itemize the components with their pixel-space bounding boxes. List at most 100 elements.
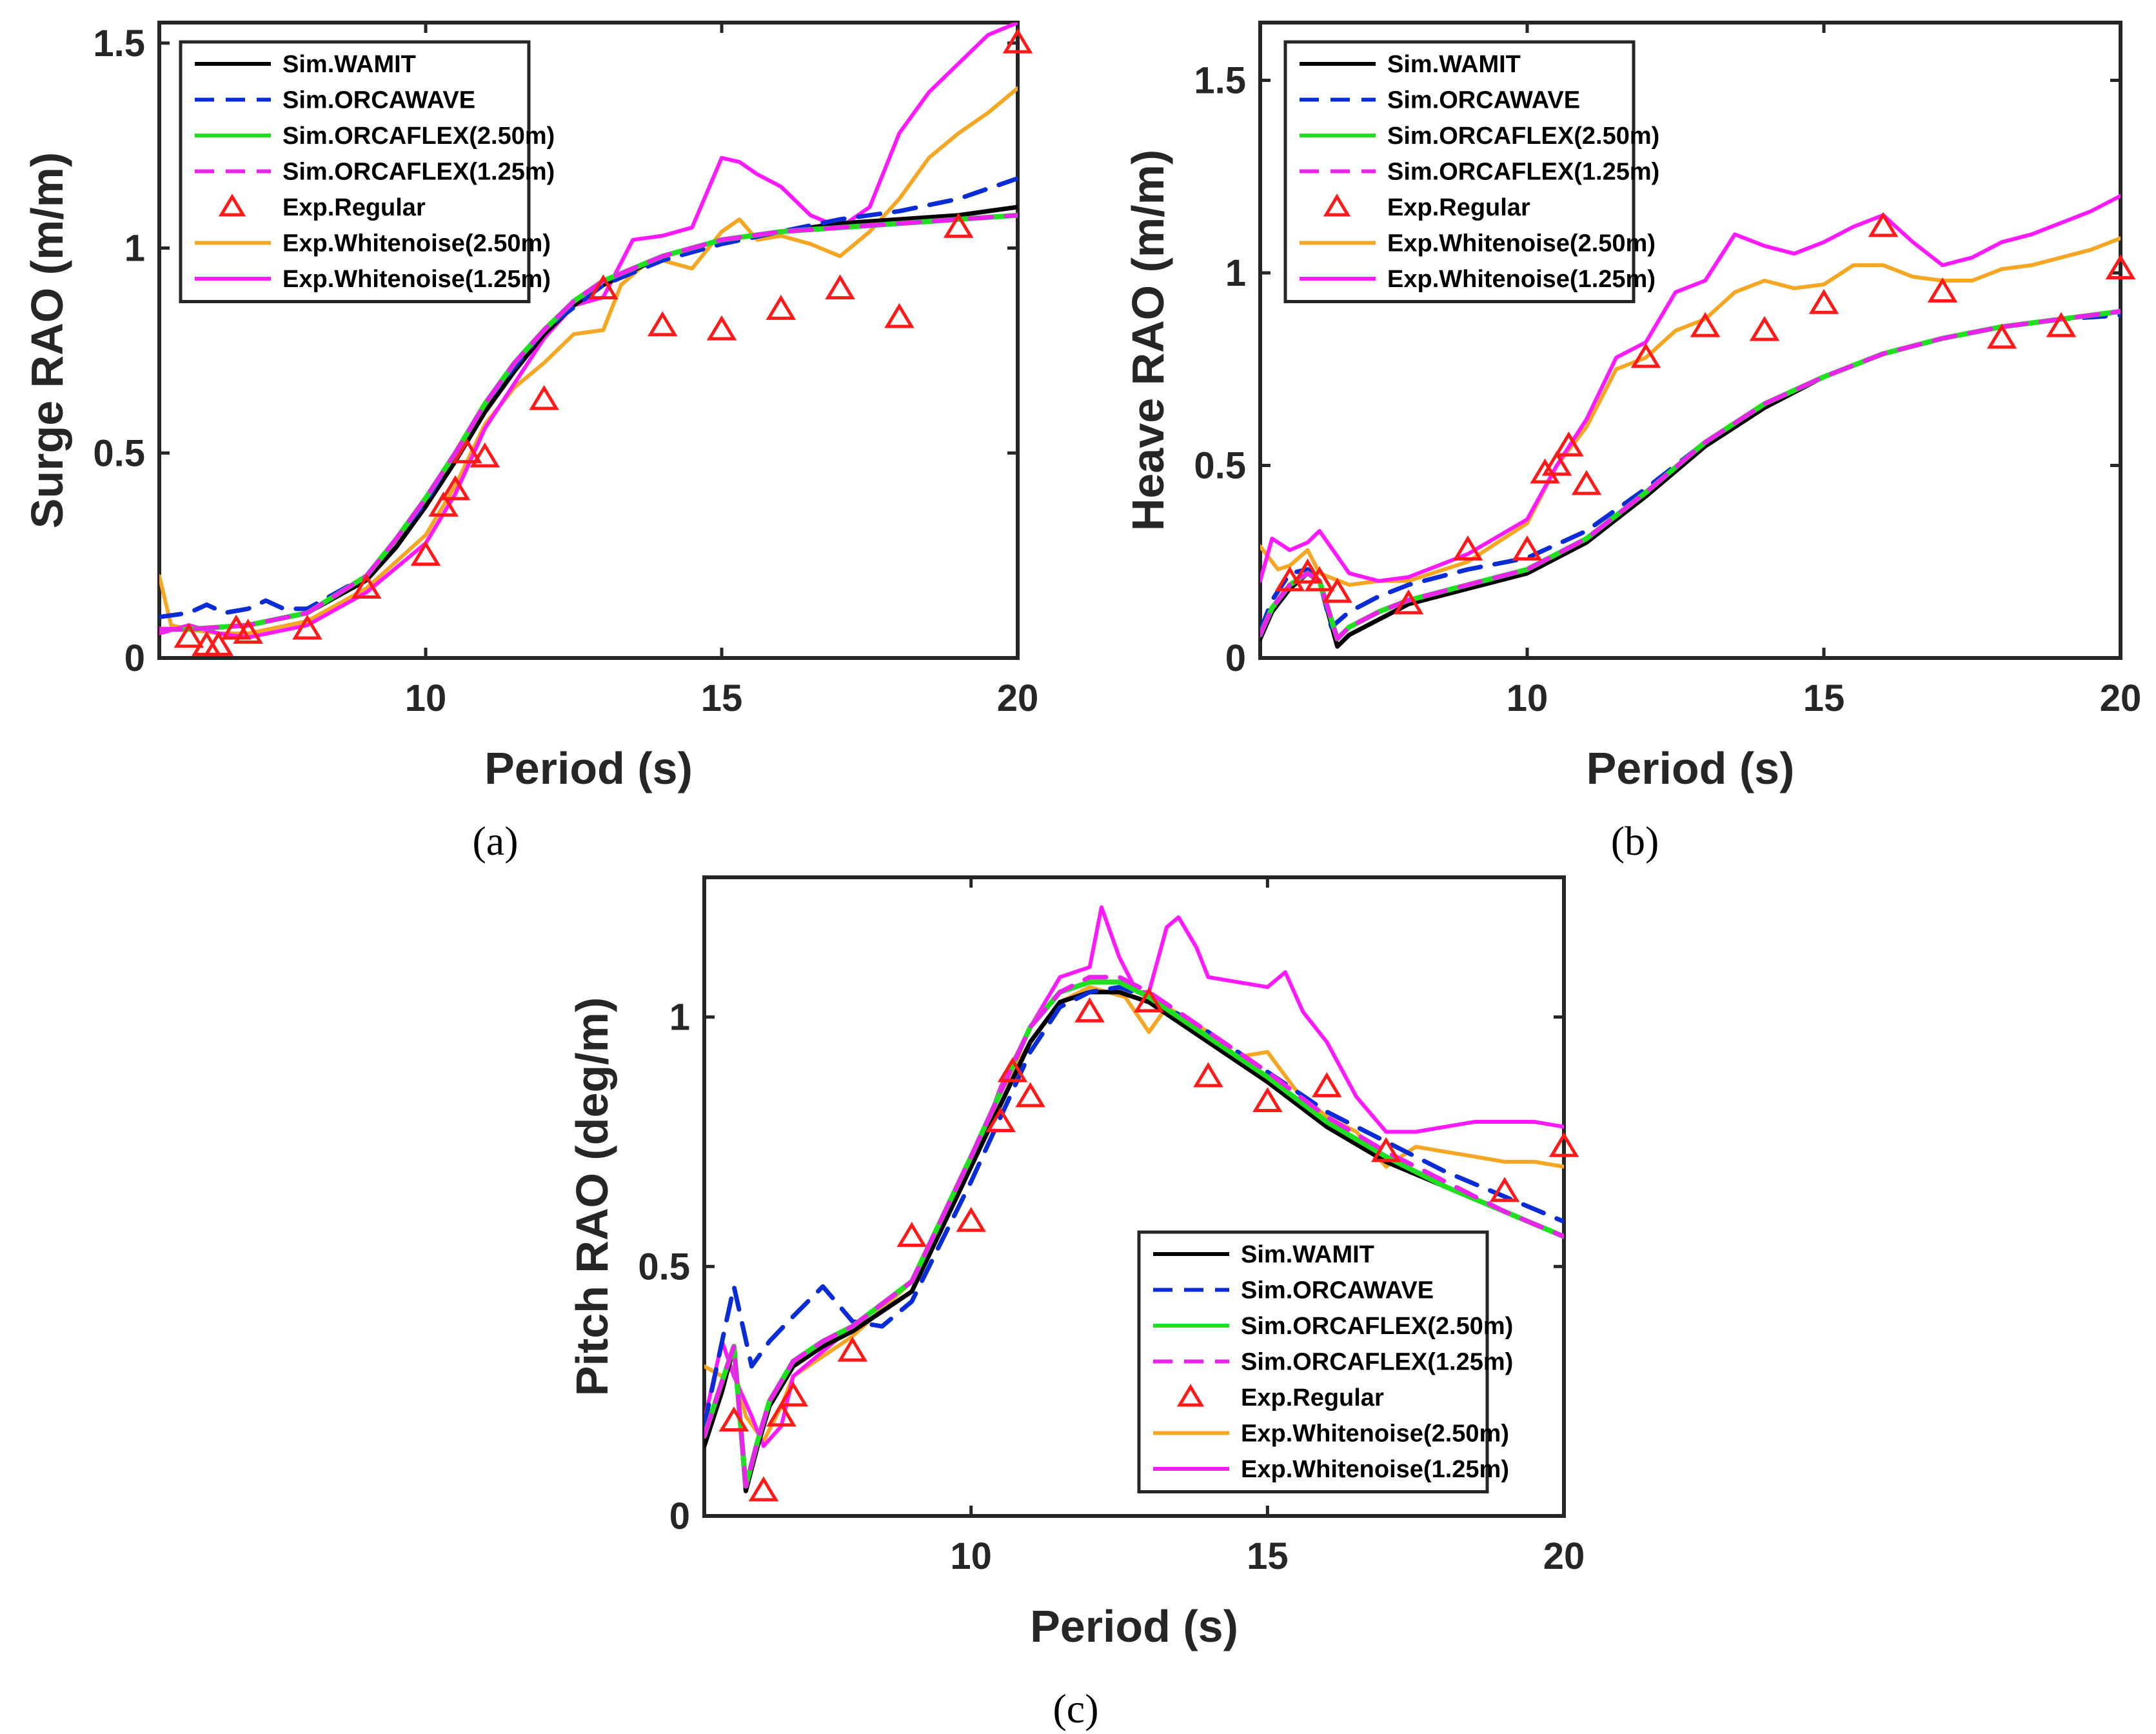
exp-regular-marker bbox=[884, 303, 915, 328]
exp-regular-marker bbox=[1927, 277, 1958, 303]
exp-regular-marker bbox=[1252, 1087, 1283, 1113]
x-tick-label: 15 bbox=[1803, 677, 1845, 719]
legend-marker-exp-regular bbox=[218, 194, 246, 217]
x-axis-label: Period (s) bbox=[1030, 1601, 1238, 1651]
exp-regular-marker bbox=[1304, 566, 1335, 592]
exp-regular-marker bbox=[1986, 323, 2017, 349]
exp-regular-marker bbox=[766, 1401, 796, 1427]
caption-b: (b) bbox=[1611, 818, 1659, 864]
exp-regular-marker bbox=[233, 619, 264, 644]
caption-c: (c) bbox=[1053, 1686, 1098, 1731]
exp-regular-marker bbox=[1548, 1131, 1579, 1157]
exp-regular-marker bbox=[896, 1222, 927, 1247]
series-line-exp-whitenoise-1-25m bbox=[1260, 194, 2121, 583]
y-axis-label: Surge RAO (m/m) bbox=[22, 152, 72, 528]
caption-a: (a) bbox=[472, 818, 518, 864]
series-line-sim-orcaflex-1-25m bbox=[159, 213, 1018, 632]
legend-label-exp-whitenoise-1-25m: Exp.Whitenoise(1.25m) bbox=[282, 266, 551, 293]
legend-label-sim-wamit: Sim.WAMIT bbox=[1387, 51, 1521, 78]
exp-regular-marker bbox=[1749, 315, 1780, 341]
legend-label-exp-whitenoise-1-25m: Exp.Whitenoise(1.25m) bbox=[1387, 266, 1656, 293]
exp-regular-marker bbox=[452, 438, 482, 464]
exp-regular-marker bbox=[1311, 1071, 1342, 1097]
exp-regular-marker bbox=[1015, 1082, 1045, 1108]
y-tick-label: 0 bbox=[124, 637, 145, 679]
exp-regular-marker bbox=[778, 1381, 809, 1407]
exp-regular-marker bbox=[2105, 254, 2136, 280]
legend-label-sim-orcawave: Sim.ORCAWAVE bbox=[1387, 87, 1580, 114]
exp-regular-marker bbox=[1193, 1062, 1223, 1088]
legend-label-exp-whitenoise-2-50m: Exp.Whitenoise(2.50m) bbox=[1241, 1420, 1509, 1448]
legend-label-sim-orcaflex-1-25m: Sim.ORCAFLEX(1.25m) bbox=[282, 159, 555, 186]
y-tick-label: 1 bbox=[1225, 252, 1246, 294]
y-tick-label: 1 bbox=[124, 228, 145, 270]
exp-regular-marker bbox=[943, 212, 974, 238]
y-tick-label: 1.5 bbox=[93, 23, 145, 65]
series-line-sim-orcaflex-1-25m bbox=[1260, 309, 2121, 641]
legend-label-sim-orcaflex-1-25m: Sim.ORCAFLEX(1.25m) bbox=[1241, 1349, 1513, 1376]
series-line-sim-orcaflex-1-25m bbox=[704, 975, 1564, 1489]
exp-regular-marker bbox=[221, 614, 252, 640]
x-tick-label: 15 bbox=[1247, 1535, 1289, 1577]
legend-label-sim-wamit: Sim.WAMIT bbox=[1241, 1241, 1374, 1268]
y-axis-label: Pitch RAO (deg/m) bbox=[567, 997, 617, 1396]
exp-regular-marker bbox=[529, 384, 559, 410]
exp-regular-marker bbox=[825, 274, 855, 300]
x-tick-label: 20 bbox=[997, 677, 1039, 719]
exp-regular-marker bbox=[1571, 470, 1602, 495]
x-tick-label: 20 bbox=[2100, 677, 2142, 719]
legend-label-exp-regular: Exp.Regular bbox=[1387, 194, 1530, 221]
y-tick-label: 1 bbox=[669, 997, 690, 1039]
legend-label-sim-wamit: Sim.WAMIT bbox=[282, 51, 416, 78]
legend-label-exp-whitenoise-1-25m: Exp.Whitenoise(1.25m) bbox=[1241, 1456, 1509, 1483]
exp-regular-marker bbox=[1512, 535, 1543, 561]
panel-b-heave-rao: 10 15 20 0 0.5 1 1.5 Period (s) Heave RAO (m/m) S… bbox=[1123, 21, 2142, 793]
y-tick-label: 0.5 bbox=[93, 432, 145, 474]
legend-label-sim-orcawave: Sim.ORCAWAVE bbox=[282, 87, 475, 114]
legend-label-exp-whitenoise-2-50m: Exp.Whitenoise(2.50m) bbox=[282, 230, 551, 257]
exp-regular-marker bbox=[1322, 577, 1352, 603]
exp-regular-marker bbox=[1530, 458, 1560, 484]
x-axis-label: Period (s) bbox=[484, 743, 693, 793]
legend-label-sim-orcaflex-2-50m: Sim.ORCAFLEX(2.50m) bbox=[1241, 1313, 1513, 1340]
exp-regular-marker bbox=[410, 541, 441, 566]
exp-regular-marker bbox=[292, 614, 322, 640]
x-axis-label: Period (s) bbox=[1587, 743, 1795, 793]
y-tick-label: 1.5 bbox=[1194, 60, 1246, 102]
legend-label-sim-orcaflex-2-50m: Sim.ORCAFLEX(2.50m) bbox=[282, 123, 555, 150]
exp-regular-marker bbox=[1541, 450, 1572, 476]
y-tick-label: 0 bbox=[1225, 637, 1246, 679]
exp-regular-marker bbox=[766, 294, 796, 320]
plot-area-a bbox=[159, 23, 1018, 640]
series-line-exp-whitenoise-2-50m bbox=[1260, 236, 2121, 587]
legend-label-exp-regular: Exp.Regular bbox=[282, 194, 426, 221]
exp-regular-marker bbox=[1690, 312, 1721, 337]
exp-regular-marker bbox=[1292, 558, 1323, 584]
exp-regular-marker bbox=[1134, 987, 1164, 1013]
exp-regular-marker bbox=[985, 1107, 1016, 1132]
exp-regular-marker bbox=[1489, 1177, 1520, 1202]
x-tick-label: 10 bbox=[405, 677, 447, 719]
exp-regular-marker bbox=[1074, 997, 1105, 1022]
exp-regular-marker bbox=[748, 1476, 779, 1502]
exp-regular-marker bbox=[203, 631, 234, 656]
series-line-exp-whitenoise-1-25m bbox=[159, 23, 1018, 640]
exp-regular-marker bbox=[837, 1336, 868, 1362]
y-tick-label: 0.5 bbox=[1194, 445, 1246, 487]
plot-area-b bbox=[1260, 194, 2121, 649]
legend-label-exp-regular: Exp.Regular bbox=[1241, 1384, 1384, 1411]
exp-regular-marker bbox=[706, 315, 737, 341]
exp-regular-marker bbox=[428, 492, 459, 517]
exp-regular-marker bbox=[173, 623, 204, 648]
x-tick-label: 10 bbox=[950, 1535, 992, 1577]
exp-regular-marker bbox=[956, 1206, 987, 1232]
plot-area-c bbox=[704, 905, 1564, 1493]
exp-regular-marker bbox=[440, 475, 471, 501]
y-axis-label: Heave RAO (m/m) bbox=[1123, 150, 1173, 531]
y-tick-label: 0 bbox=[669, 1495, 690, 1537]
legend-label-exp-whitenoise-2-50m: Exp.Whitenoise(2.50m) bbox=[1387, 230, 1656, 257]
x-tick-label: 10 bbox=[1507, 677, 1548, 719]
exp-regular-marker bbox=[1630, 343, 1661, 368]
legend-marker-exp-regular bbox=[1176, 1384, 1205, 1407]
